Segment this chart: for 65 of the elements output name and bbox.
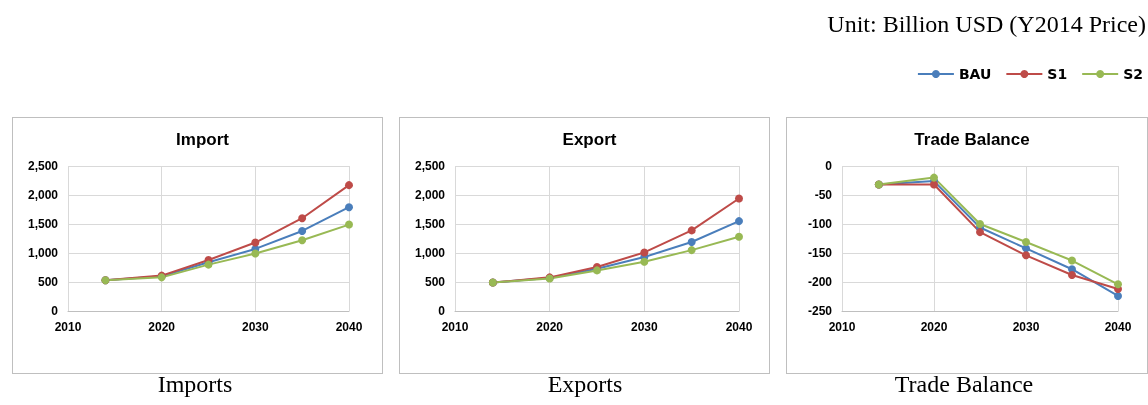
legend-label: S2 — [1123, 66, 1143, 82]
x-tick-label: 2020 — [148, 320, 176, 334]
point — [345, 220, 353, 229]
point — [1022, 251, 1030, 260]
x-tick-label: 2040 — [1104, 320, 1132, 334]
point — [735, 194, 743, 203]
y-tick-label: -200 — [807, 275, 833, 289]
y-tick-label: 500 — [37, 275, 59, 289]
text: Exports — [547, 371, 623, 397]
chart-title: Trade Balance — [914, 130, 1030, 149]
point — [976, 228, 984, 237]
point — [1068, 271, 1076, 280]
y-tick-label: -100 — [807, 217, 833, 231]
x-tick-label: 2010 — [54, 320, 82, 334]
y-tick-label: 2,500 — [414, 159, 446, 173]
point — [251, 238, 260, 247]
point — [687, 226, 696, 235]
y-tick-label: -50 — [814, 188, 833, 202]
y-tick-label: 500 — [424, 275, 446, 289]
point — [976, 220, 984, 228]
text: Imports — [157, 371, 233, 397]
y-tick-label: 0 — [438, 304, 446, 318]
point — [640, 248, 649, 257]
y-tick-label: 1,500 — [27, 217, 59, 231]
y-tick-label: 2,000 — [27, 188, 59, 202]
point — [1114, 291, 1122, 300]
y-tick-label: 1,500 — [414, 217, 446, 231]
point — [735, 232, 743, 241]
chart-title: Export — [562, 130, 617, 149]
x-tick-label: 2010 — [828, 320, 856, 334]
text: Trade Balance — [894, 371, 1034, 397]
point — [251, 249, 260, 258]
x-tick-label: 2040 — [725, 320, 753, 334]
x-tick-label: 2030 — [1012, 320, 1040, 334]
point — [345, 181, 353, 190]
x-tick-label: 2040 — [335, 320, 363, 334]
point — [1022, 237, 1030, 246]
point — [298, 214, 307, 223]
y-tick-label: 1,000 — [414, 246, 446, 260]
x-tick-label: 2020 — [536, 320, 564, 334]
x-tick-label: 2020 — [920, 320, 948, 334]
y-tick-label: -150 — [807, 246, 833, 260]
text: Unit: Billion USD (Y2014 Price) — [827, 11, 1146, 37]
point — [298, 236, 307, 245]
y-tick-label: -250 — [807, 304, 833, 318]
point — [1114, 280, 1122, 289]
point — [687, 246, 696, 255]
chart-title: Import — [176, 130, 230, 149]
x-tick-label: 2030 — [630, 320, 658, 334]
legend-label: S1 — [1047, 66, 1068, 82]
point — [345, 203, 353, 212]
y-tick-label: 0 — [825, 159, 833, 173]
y-tick-label: 0 — [51, 304, 59, 318]
y-tick-label: 1,000 — [27, 246, 59, 260]
point — [687, 237, 696, 246]
x-tick-label: 2030 — [241, 320, 269, 334]
point — [1068, 256, 1076, 265]
point — [640, 257, 649, 266]
point — [735, 217, 743, 226]
point — [930, 173, 938, 182]
x-tick-label: 2010 — [441, 320, 469, 334]
point — [298, 226, 307, 235]
y-tick-label: 2,500 — [27, 159, 59, 173]
y-tick-label: 2,000 — [414, 188, 446, 202]
legend-label: BAU — [958, 66, 992, 82]
